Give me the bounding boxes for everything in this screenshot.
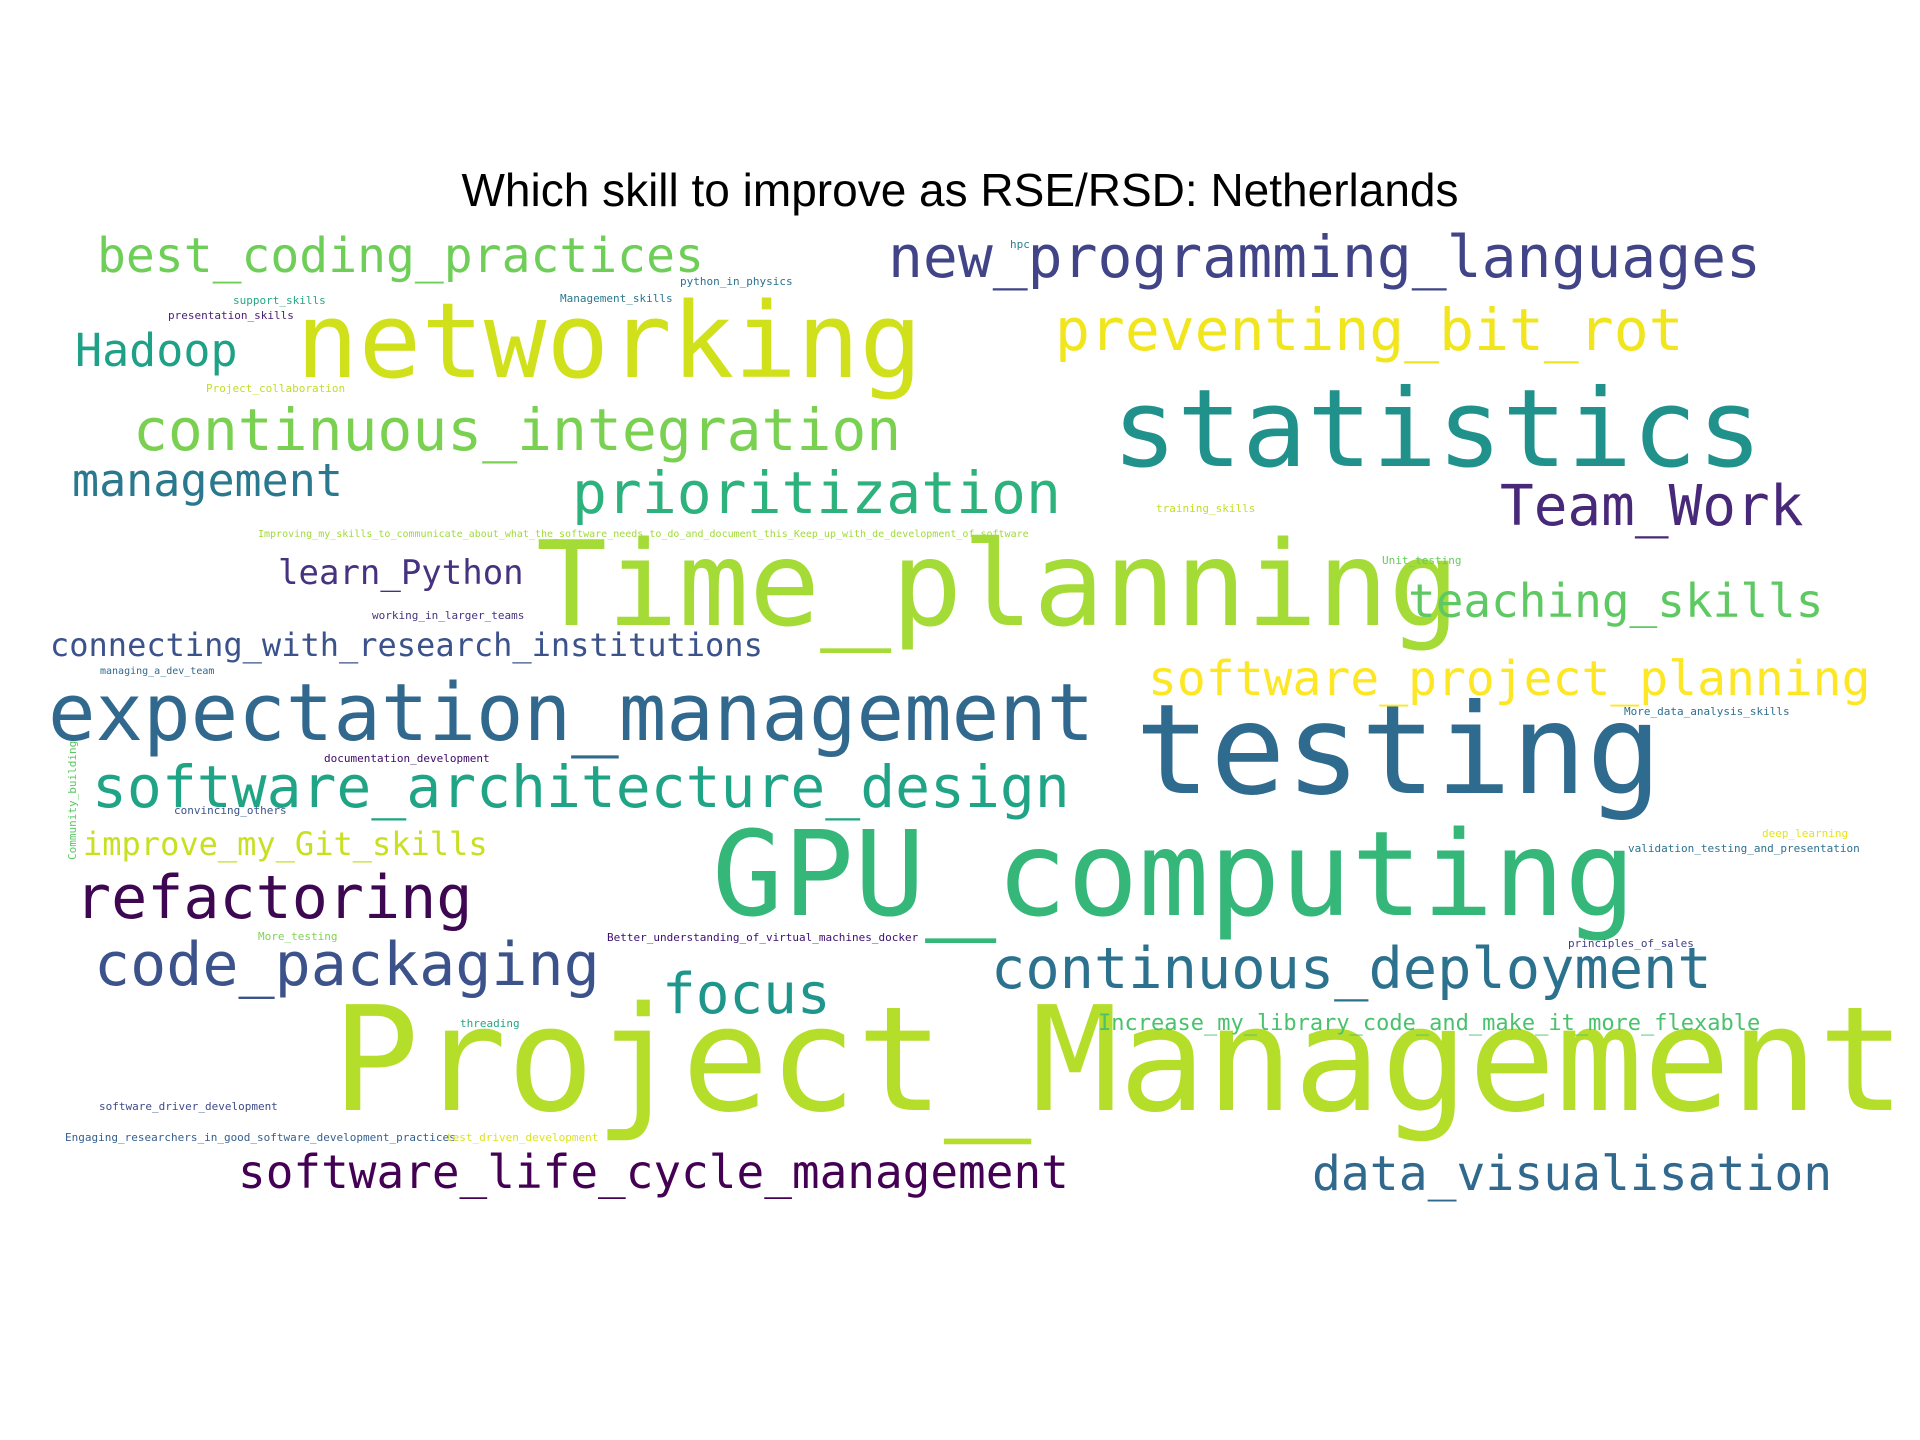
cloud-word: data_visualisation: [1312, 1146, 1832, 1202]
cloud-word: GPU_computing: [712, 805, 1636, 943]
cloud-word: Better_understanding_of_virtual_machines…: [607, 931, 919, 944]
cloud-word: Team_Work: [1500, 474, 1803, 539]
cloud-word: connecting_with_research_institutions: [50, 626, 763, 664]
cloud-word: Increase_my_library_code_and_make_it_mor…: [1098, 1011, 1760, 1036]
cloud-word: principles_of_sales: [1568, 937, 1694, 950]
cloud-word: software_life_cycle_management: [238, 1145, 1069, 1199]
cloud-word: More_data_analysis_skills: [1624, 705, 1790, 718]
cloud-word: software_project_planning: [1148, 651, 1870, 707]
cloud-word: expectation_management: [48, 667, 1094, 759]
cloud-word: continuous_deployment: [991, 936, 1712, 1002]
cloud-word: More_testing: [258, 930, 337, 943]
cloud-word: networking: [296, 280, 922, 402]
cloud-word: teaching_skills: [1408, 574, 1823, 628]
cloud-word: test_driven_development: [446, 1131, 598, 1144]
cloud-word: Hadoop: [75, 324, 238, 377]
cloud-word: documentation_development: [324, 752, 490, 765]
cloud-word: managing_a_dev_team: [100, 666, 214, 677]
figure-title: Which skill to improve as RSE/RSD: Nethe…: [461, 164, 1459, 216]
cloud-word: refactoring: [75, 863, 472, 933]
cloud-word: validation_testing_and_presentation: [1628, 842, 1860, 855]
cloud-word: code_packaging: [94, 930, 600, 1000]
cloud-word: statistics: [1112, 367, 1762, 492]
cloud-word: Management_skills: [560, 292, 673, 305]
cloud-word: Community_building: [66, 741, 79, 860]
cloud-word: Time_planning: [536, 515, 1460, 653]
cloud-word: working_in_larger_teams: [372, 609, 524, 622]
cloud-word: prioritization: [572, 459, 1061, 527]
cloud-word: preventing_bit_rot: [1055, 296, 1684, 364]
cloud-word: focus: [662, 962, 831, 1027]
cloud-word: continuous_integration: [133, 396, 901, 464]
cloud-word: python_in_physics: [680, 275, 793, 288]
cloud-word: learn_Python: [278, 553, 524, 593]
cloud-word: improve_my_Git_skills: [83, 825, 488, 863]
cloud-word: best_coding_practices: [97, 228, 704, 284]
cloud-word: threading: [460, 1017, 520, 1030]
cloud-word: Unit_testing: [1382, 554, 1461, 567]
cloud-word: deep_learning: [1762, 827, 1848, 840]
cloud-word: management: [72, 454, 343, 507]
cloud-word: Project_collaboration: [206, 382, 345, 395]
cloud-word: convincing_others: [174, 804, 287, 817]
cloud-word: Engaging_researchers_in_good_software_de…: [65, 1131, 456, 1144]
cloud-word: Project_Management: [332, 976, 1905, 1145]
cloud-word: Improving_my_skills_to_communicate_about…: [258, 529, 1029, 540]
cloud-word: software_architecture_design: [92, 753, 1070, 821]
cloud-word: presentation_skills: [168, 309, 294, 322]
cloud-word: testing: [1135, 678, 1662, 823]
cloud-word: hpc: [1010, 238, 1030, 251]
cloud-word: software_driver_development: [99, 1100, 278, 1113]
cloud-word: support_skills: [233, 294, 326, 307]
cloud-word: new_programming_languages: [888, 223, 1761, 291]
cloud-word: training_skills: [1156, 502, 1255, 515]
